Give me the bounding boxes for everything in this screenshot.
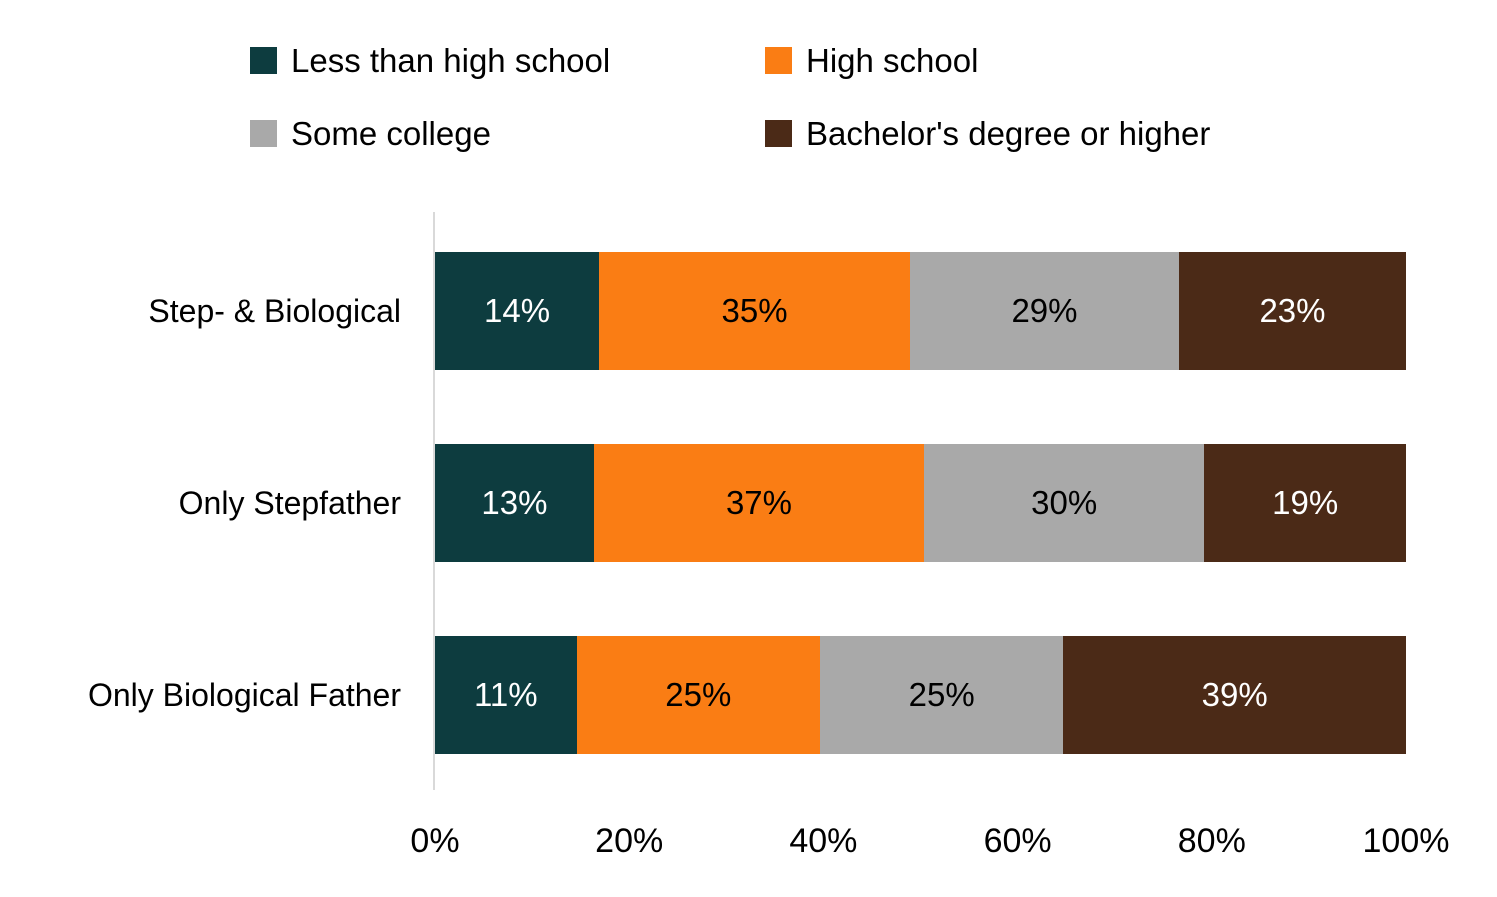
category-label: Only Stepfather [178, 484, 401, 521]
x-tick-label: 20% [595, 822, 664, 860]
x-tick-label: 0% [410, 822, 460, 860]
bar-segment: 23% [1178, 252, 1406, 370]
stacked-bar: 11% 25% 25% 39% [435, 636, 1406, 754]
plot-area: Step- & Biological 14% 35% 29% 23% Only Stepf… [0, 212, 1497, 790]
legend: Less than high school High school Some col… [250, 44, 1210, 150]
legend-swatch-icon [765, 47, 792, 74]
legend-label: Bachelor's degree or higher [806, 115, 1211, 152]
bar-segment: 37% [593, 444, 925, 562]
legend-label: High school [806, 42, 979, 79]
legend-item-1: Less than high school [250, 44, 765, 77]
bar-segment: 39% [1063, 636, 1406, 754]
bar-segment: 11% [435, 636, 577, 754]
legend-label: Less than high school [291, 42, 611, 79]
bar-segment: 13% [435, 444, 594, 562]
y-axis-line [433, 212, 435, 790]
legend-swatch-icon [765, 120, 792, 147]
x-tick-label: 40% [789, 822, 858, 860]
bar-segment: 29% [910, 252, 1179, 370]
legend-item-4: Bachelor's degree or higher [765, 117, 1210, 150]
chart-row: Step- & Biological 14% 35% 29% 23% [0, 252, 1406, 370]
legend-item-2: High school [765, 44, 1210, 77]
legend-swatch-icon [250, 120, 277, 147]
legend-swatch-icon [250, 47, 277, 74]
x-axis: 0% 20% 40% 60% 80% 100% [0, 822, 1497, 872]
legend-item-3: Some college [250, 117, 765, 150]
bar-segment: 30% [924, 444, 1205, 562]
chart-row: Only Stepfather 13% 37% 30% 19% [0, 444, 1407, 562]
chart-row: Only Biological Father 11% 25% 25% 39% [0, 636, 1406, 754]
bar-segment: 25% [819, 636, 1064, 754]
x-tick-label: 60% [983, 822, 1052, 860]
legend-label: Some college [291, 115, 491, 152]
bar-segment: 25% [576, 636, 820, 754]
bar-segment: 35% [599, 252, 910, 370]
x-tick-label: 100% [1362, 822, 1450, 860]
stacked-bar: 14% 35% 29% 23% [435, 252, 1406, 370]
category-label: Step- & Biological [148, 292, 401, 329]
x-tick-label: 80% [1177, 822, 1246, 860]
bar-segment: 14% [435, 252, 600, 370]
bar-segment: 19% [1204, 444, 1407, 562]
stacked-bar: 13% 37% 30% 19% [435, 444, 1407, 562]
category-label: Only Biological Father [87, 676, 401, 713]
